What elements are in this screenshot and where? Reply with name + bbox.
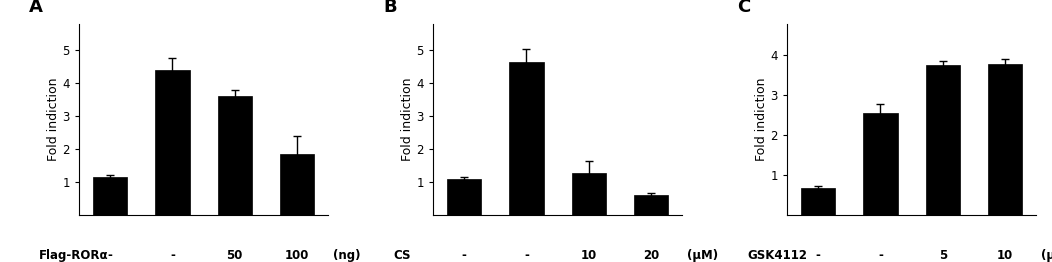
Bar xyxy=(218,96,251,215)
Text: 10: 10 xyxy=(997,249,1013,262)
Bar xyxy=(156,70,189,215)
Text: -: - xyxy=(524,249,529,262)
Bar xyxy=(509,62,544,215)
Text: -: - xyxy=(107,249,113,262)
Text: 20: 20 xyxy=(643,249,660,262)
Bar xyxy=(634,195,668,215)
Bar xyxy=(864,113,897,215)
Text: C: C xyxy=(737,0,750,16)
Bar xyxy=(571,173,606,215)
Text: -: - xyxy=(170,249,175,262)
Text: 5: 5 xyxy=(938,249,947,262)
Text: A: A xyxy=(29,0,43,16)
Text: (μM): (μM) xyxy=(687,249,719,262)
Text: 100: 100 xyxy=(285,249,309,262)
Text: B: B xyxy=(383,0,397,16)
Text: -: - xyxy=(462,249,466,262)
Text: 10: 10 xyxy=(581,249,596,262)
Text: -: - xyxy=(815,249,821,262)
Y-axis label: Fold indiction: Fold indiction xyxy=(46,78,60,161)
Text: GSK4112: GSK4112 xyxy=(747,249,807,262)
Text: 50: 50 xyxy=(226,249,243,262)
Bar xyxy=(926,66,959,215)
Bar xyxy=(988,64,1023,215)
Y-axis label: Fold indiction: Fold indiction xyxy=(754,78,768,161)
Bar xyxy=(447,179,481,215)
Text: CS: CS xyxy=(393,249,410,262)
Text: -: - xyxy=(878,249,883,262)
Bar xyxy=(280,154,315,215)
Text: Flag-RORα: Flag-RORα xyxy=(39,249,108,262)
Text: (ng): (ng) xyxy=(333,249,361,262)
Bar xyxy=(93,177,127,215)
Y-axis label: Fold indiction: Fold indiction xyxy=(401,78,413,161)
Bar xyxy=(801,188,835,215)
Text: (μM): (μM) xyxy=(1041,249,1052,262)
